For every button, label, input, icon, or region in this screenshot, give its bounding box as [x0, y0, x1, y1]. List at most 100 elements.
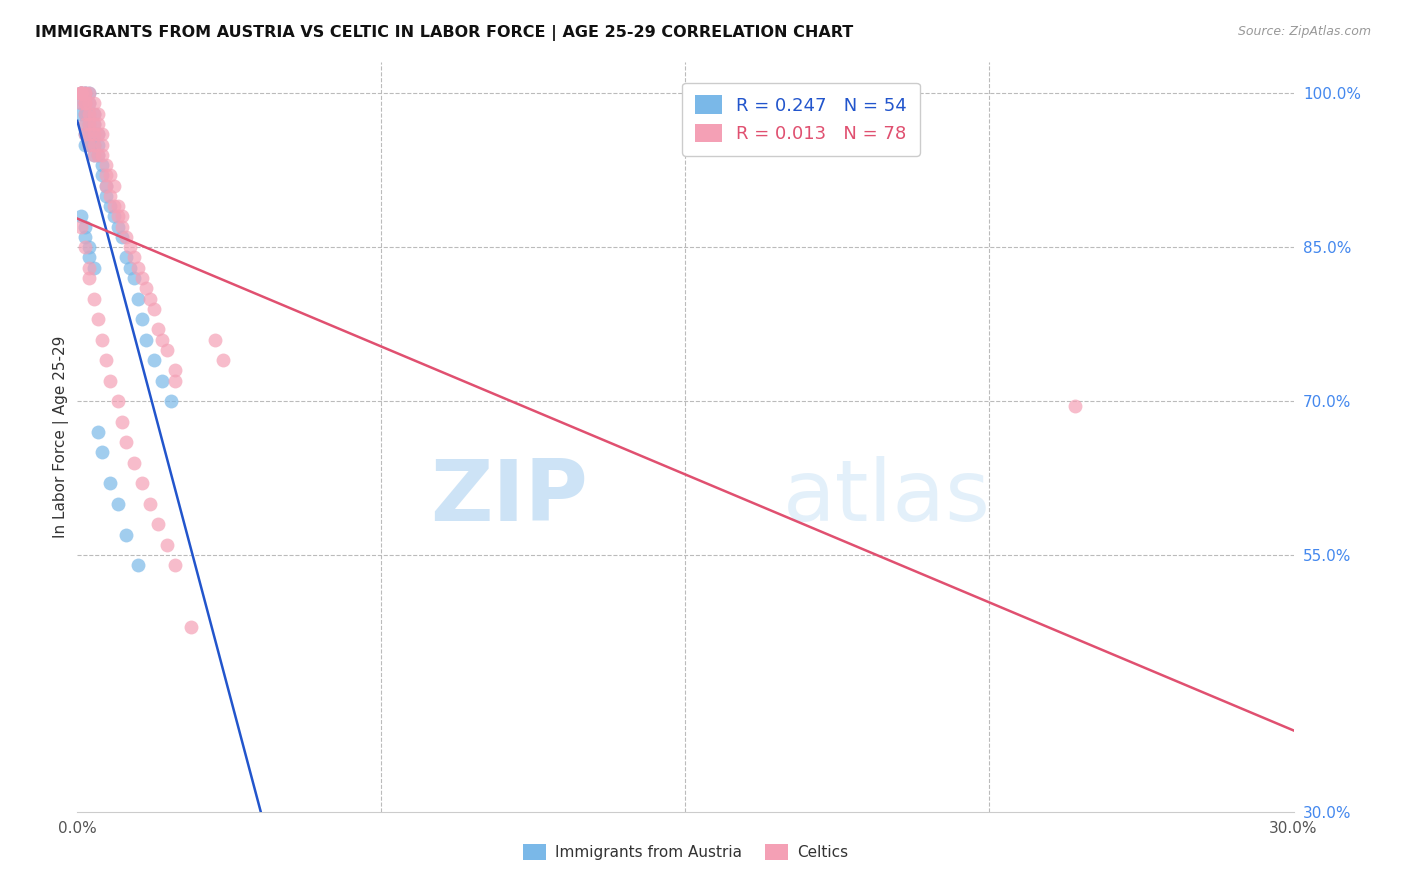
Point — [143, 301, 166, 316]
Text: Source: ZipAtlas.com: Source: ZipAtlas.com — [1237, 25, 1371, 38]
Point — [139, 292, 162, 306]
Point — [90, 137, 112, 152]
Point — [70, 87, 93, 101]
Point — [75, 87, 97, 101]
Point — [135, 281, 157, 295]
Point — [75, 96, 97, 111]
Point — [98, 374, 121, 388]
Y-axis label: In Labor Force | Age 25-29: In Labor Force | Age 25-29 — [53, 336, 69, 538]
Point — [79, 128, 101, 142]
Point — [111, 415, 134, 429]
Point — [98, 169, 121, 183]
Point — [83, 137, 105, 152]
Point — [90, 169, 112, 183]
Point — [115, 435, 138, 450]
Point — [86, 128, 108, 142]
Point — [70, 87, 93, 101]
Point — [83, 128, 105, 142]
Point — [155, 343, 177, 357]
Point — [79, 96, 101, 111]
Point — [111, 210, 134, 224]
Point — [75, 87, 97, 101]
Point — [135, 333, 157, 347]
Legend: Immigrants from Austria, Celtics: Immigrants from Austria, Celtics — [515, 837, 856, 868]
Point — [98, 189, 121, 203]
Point — [70, 87, 93, 101]
Point — [79, 137, 101, 152]
Point — [163, 558, 186, 573]
Point — [103, 178, 125, 193]
Point — [143, 353, 166, 368]
Point — [131, 271, 153, 285]
Point — [79, 87, 101, 101]
Point — [86, 425, 108, 439]
Point — [70, 87, 93, 101]
Point — [75, 240, 97, 254]
Point — [212, 353, 235, 368]
Point — [90, 333, 112, 347]
Point — [127, 292, 149, 306]
Point — [103, 199, 125, 213]
Point — [75, 230, 97, 244]
Point — [94, 189, 117, 203]
Point — [90, 128, 112, 142]
Point — [107, 497, 129, 511]
Point — [70, 87, 93, 101]
Point — [180, 620, 202, 634]
Point — [163, 363, 186, 377]
Point — [70, 219, 93, 234]
Point — [70, 87, 93, 101]
Point — [115, 251, 138, 265]
Point — [79, 117, 101, 131]
Point — [107, 210, 129, 224]
Point — [83, 292, 105, 306]
Point — [83, 107, 105, 121]
Point — [1063, 399, 1085, 413]
Point — [79, 107, 101, 121]
Point — [90, 158, 112, 172]
Point — [90, 445, 112, 459]
Point — [75, 107, 97, 121]
Point — [159, 394, 181, 409]
Point — [83, 260, 105, 275]
Point — [75, 128, 97, 142]
Point — [118, 240, 141, 254]
Point — [70, 96, 93, 111]
Point — [122, 271, 145, 285]
Point — [86, 137, 108, 152]
Point — [111, 219, 134, 234]
Point — [107, 219, 129, 234]
Point — [79, 87, 101, 101]
Point — [94, 178, 117, 193]
Point — [83, 107, 105, 121]
Point — [98, 199, 121, 213]
Point — [139, 497, 162, 511]
Point — [70, 210, 93, 224]
Point — [90, 148, 112, 162]
Point — [111, 230, 134, 244]
Point — [79, 260, 101, 275]
Point — [103, 210, 125, 224]
Text: atlas: atlas — [783, 456, 991, 539]
Text: ZIP: ZIP — [430, 456, 588, 539]
Point — [94, 158, 117, 172]
Point — [152, 374, 174, 388]
Point — [155, 538, 177, 552]
Point — [152, 333, 174, 347]
Point — [83, 128, 105, 142]
Point — [79, 107, 101, 121]
Point — [86, 128, 108, 142]
Point — [79, 137, 101, 152]
Point — [204, 333, 226, 347]
Point — [86, 312, 108, 326]
Point — [127, 558, 149, 573]
Point — [79, 96, 101, 111]
Point — [75, 107, 97, 121]
Point — [79, 128, 101, 142]
Point — [83, 117, 105, 131]
Point — [75, 96, 97, 111]
Point — [86, 117, 108, 131]
Point — [75, 117, 97, 131]
Text: IMMIGRANTS FROM AUSTRIA VS CELTIC IN LABOR FORCE | AGE 25-29 CORRELATION CHART: IMMIGRANTS FROM AUSTRIA VS CELTIC IN LAB… — [35, 25, 853, 41]
Point — [122, 456, 145, 470]
